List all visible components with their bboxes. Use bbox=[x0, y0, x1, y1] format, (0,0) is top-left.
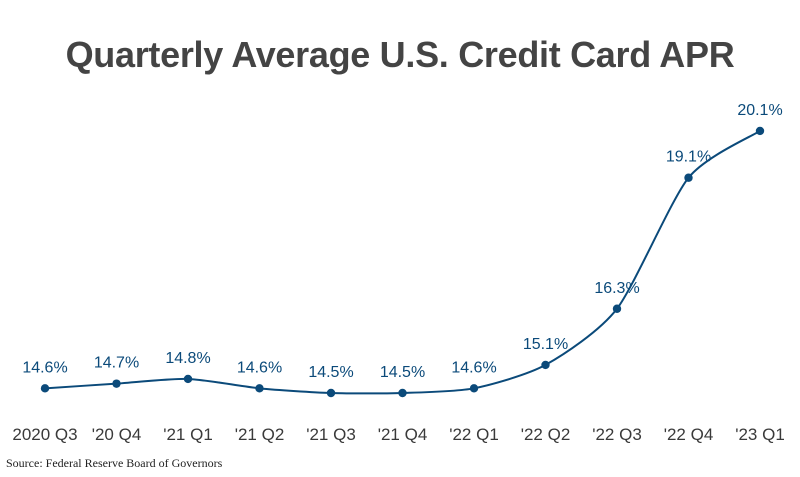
data-point bbox=[612, 304, 622, 313]
data-label: 14.6% bbox=[237, 359, 282, 376]
data-label: 14.7% bbox=[94, 355, 139, 372]
data-point bbox=[183, 374, 193, 384]
data-label: 14.6% bbox=[22, 359, 67, 376]
data-point bbox=[255, 384, 264, 393]
data-point bbox=[469, 384, 479, 393]
data-label: 14.6% bbox=[451, 359, 496, 376]
x-tick-label: '21 Q2 bbox=[235, 425, 285, 444]
data-label: 16.3% bbox=[594, 280, 639, 297]
data-point bbox=[326, 388, 336, 398]
x-tick-label: '23 Q1 bbox=[735, 425, 785, 444]
data-label: 15.1% bbox=[523, 336, 568, 353]
data-label: 19.1% bbox=[666, 149, 711, 166]
data-label: 14.8% bbox=[165, 350, 210, 367]
data-point bbox=[40, 384, 50, 393]
x-tick-label: '21 Q3 bbox=[306, 425, 356, 444]
source-note: Source: Federal Reserve Board of Governo… bbox=[6, 456, 223, 470]
data-point bbox=[541, 360, 550, 370]
x-tick-label: '22 Q1 bbox=[449, 425, 499, 444]
x-tick-label: '21 Q1 bbox=[163, 425, 213, 444]
data-label: 14.5% bbox=[308, 364, 353, 381]
data-point bbox=[755, 126, 765, 136]
data-point bbox=[112, 379, 121, 388]
x-tick-label: '20 Q4 bbox=[92, 425, 142, 444]
x-tick-label: '22 Q3 bbox=[592, 425, 642, 444]
x-tick-label: '21 Q4 bbox=[378, 425, 428, 444]
series-line bbox=[44, 130, 761, 395]
x-tick-label: '22 Q2 bbox=[521, 425, 571, 444]
x-tick-label: '22 Q4 bbox=[664, 425, 714, 444]
data-label: 14.5% bbox=[380, 364, 425, 381]
x-tick-label: 2020 Q3 bbox=[12, 425, 77, 444]
chart-title: Quarterly Average U.S. Credit Card APR bbox=[65, 34, 735, 75]
data-label: 20.1% bbox=[737, 102, 782, 119]
data-point bbox=[398, 388, 407, 398]
data-point bbox=[684, 173, 693, 182]
